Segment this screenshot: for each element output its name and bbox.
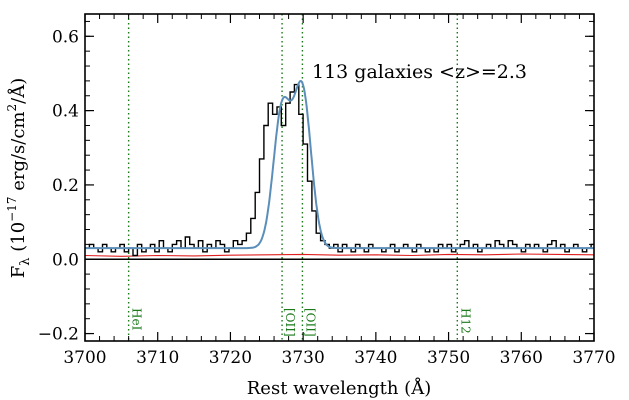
x-tick-label: 3750 xyxy=(427,348,470,368)
x-tick-label: 3740 xyxy=(354,348,397,368)
reference-line-label: [OII] xyxy=(283,308,297,337)
plot-frame xyxy=(84,13,595,342)
x-tick-label: 3730 xyxy=(282,348,325,368)
y-tick-label: 0.4 xyxy=(52,102,79,122)
x-tick-label: 3720 xyxy=(209,348,252,368)
x-axis-title: Rest wavelength (Å) xyxy=(247,377,431,399)
y-tick-label: 0.2 xyxy=(52,176,79,196)
reference-line-label: H12 xyxy=(458,308,472,334)
spectrum-line xyxy=(85,83,594,257)
reference-line-labels: HeI [OII] [OII] H12 xyxy=(130,308,473,337)
y-title-exp: −17 xyxy=(5,197,19,222)
y-tick-label: 0.6 xyxy=(52,27,79,47)
y-title-f: F xyxy=(8,266,29,279)
plot-area xyxy=(85,14,594,341)
y-axis-title: Fλ (10−17 erg/s/cm2/Å) xyxy=(5,78,33,279)
y-title-open: (10 xyxy=(8,222,29,258)
x-tick-label: 3700 xyxy=(63,348,106,368)
y-axis: −0.2 0.0 0.2 0.4 0.6 xyxy=(38,20,594,345)
x-tick-label: 3760 xyxy=(500,348,543,368)
annotation-label: 113 galaxies <z>=2.3 xyxy=(312,61,527,83)
y-tick-label: −0.2 xyxy=(38,325,79,345)
error-line xyxy=(85,253,594,257)
fit-line xyxy=(85,79,594,250)
x-axis: 3700 3710 3720 3730 3740 3750 3760 3770 xyxy=(63,14,616,368)
y-tick-label: 0.0 xyxy=(52,250,79,270)
x-tick-label: 3710 xyxy=(136,348,179,368)
y-title-lambda: λ xyxy=(18,258,33,266)
y-title-close: /Å) xyxy=(7,78,29,104)
y-title-exp2: 2 xyxy=(5,104,19,112)
reference-line-label: HeI xyxy=(130,308,144,331)
reference-line-label: [OII] xyxy=(303,308,317,337)
y-title-unit: erg/s/cm xyxy=(8,111,29,196)
x-tick-label: 3770 xyxy=(572,348,615,368)
